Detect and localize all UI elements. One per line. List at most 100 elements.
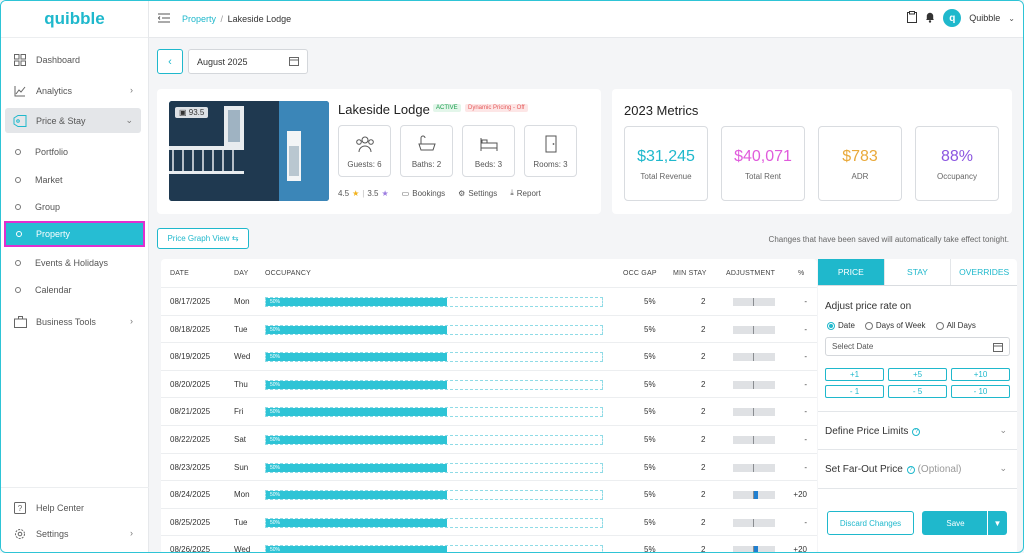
sidebar-item-label: Help Center bbox=[36, 502, 85, 513]
table-row[interactable]: 08/23/2025 Sun 50% 5% 2 - bbox=[161, 452, 817, 481]
radio-date[interactable]: Date bbox=[827, 321, 855, 330]
slider-marker[interactable] bbox=[754, 546, 758, 552]
info-icon[interactable]: ? bbox=[906, 466, 915, 474]
decrement-5-button[interactable]: - 5 bbox=[888, 385, 947, 398]
table-row[interactable]: 08/22/2025 Sat 50% 5% 2 - bbox=[161, 425, 817, 453]
col-header-day[interactable]: DAY bbox=[234, 270, 249, 277]
adjustment-slider[interactable] bbox=[733, 491, 775, 500]
sidebar-item-analytics[interactable]: Analytics › bbox=[5, 78, 141, 103]
metric-label: Total Revenue bbox=[640, 172, 692, 181]
adjustment-slider[interactable] bbox=[733, 408, 775, 417]
tab-overrides[interactable]: OVERRIDES bbox=[950, 259, 1017, 285]
sidebar-sub-market[interactable]: Market bbox=[5, 169, 141, 191]
col-header-date[interactable]: DATE bbox=[170, 270, 189, 277]
adjustment-slider[interactable] bbox=[733, 518, 775, 527]
increment-1-button[interactable]: +1 bbox=[825, 368, 884, 381]
select-date-input[interactable]: Select Date bbox=[825, 337, 1010, 356]
cell-percent: - bbox=[804, 407, 807, 417]
user-name[interactable]: Quibble bbox=[969, 13, 1001, 23]
table-row[interactable]: 08/24/2025 Mon 50% 5% 2 +20 bbox=[161, 480, 817, 508]
adjustment-slider[interactable] bbox=[733, 463, 775, 472]
sidebar-sub-property[interactable]: Property bbox=[4, 221, 145, 247]
sidebar-sub-portfolio[interactable]: Portfolio bbox=[5, 141, 141, 163]
breadcrumb-property-link[interactable]: Property bbox=[182, 14, 217, 24]
save-label: Save bbox=[946, 518, 965, 528]
table-row[interactable]: 08/21/2025 Fri 50% 5% 2 - bbox=[161, 397, 817, 425]
adjustment-slider[interactable] bbox=[733, 436, 775, 444]
radio-days-of-week[interactable]: Days of Week bbox=[864, 321, 926, 330]
help-icon: ? bbox=[13, 501, 27, 515]
cell-min-stay: 2 bbox=[701, 407, 706, 417]
increment-10-button[interactable]: +10 bbox=[951, 368, 1010, 381]
sidebar-item-settings[interactable]: Settings › bbox=[5, 521, 141, 546]
decrement-1-button[interactable]: - 1 bbox=[825, 385, 884, 398]
back-button[interactable]: ‹ bbox=[157, 49, 183, 74]
tab-price[interactable]: PRICE bbox=[818, 259, 884, 285]
breadcrumb: Property / Lakeside Lodge bbox=[182, 14, 291, 24]
price-graph-view-button[interactable]: Price Graph View ⇆ bbox=[157, 228, 249, 249]
slider-center-line bbox=[753, 518, 754, 527]
sidebar-item-price-stay[interactable]: Price & Stay ⌄ bbox=[5, 108, 141, 133]
increment-5-button[interactable]: +5 bbox=[888, 368, 947, 381]
settings-link[interactable]: ⚙ Settings bbox=[458, 189, 497, 198]
decrement-10-button[interactable]: - 10 bbox=[951, 385, 1010, 398]
adjustment-slider[interactable] bbox=[733, 353, 775, 362]
caret-down-icon[interactable]: ▼ bbox=[987, 511, 1007, 535]
table-row[interactable]: 08/25/2025 Tue 50% 5% 2 - bbox=[161, 507, 817, 536]
occupancy-bar-label: 50% bbox=[270, 547, 281, 553]
table-row[interactable]: 08/26/2025 Wed 50% 5% 2 +20 bbox=[161, 535, 817, 553]
sidebar-sub-group[interactable]: Group bbox=[5, 196, 141, 218]
occupancy-bar: 50% bbox=[265, 297, 603, 307]
info-icon[interactable]: ? bbox=[912, 428, 921, 436]
table-row[interactable]: 08/18/2025 Tue 50% 5% 2 - bbox=[161, 314, 817, 343]
sidebar-item-business-tools[interactable]: Business Tools › bbox=[5, 309, 141, 334]
bookings-link[interactable]: ▭ Bookings bbox=[402, 189, 445, 198]
month-picker[interactable]: August 2025 bbox=[188, 49, 308, 74]
metric-total-rent: $40,071 Total Rent bbox=[721, 126, 805, 201]
occupancy-bar-label: 50% bbox=[270, 381, 281, 388]
avatar[interactable]: q bbox=[943, 9, 962, 27]
table-row[interactable]: 08/19/2025 Wed 50% 5% 2 - bbox=[161, 342, 817, 370]
chevron-down-icon[interactable]: ⌄ bbox=[1008, 13, 1015, 23]
tab-stay[interactable]: STAY bbox=[883, 259, 951, 285]
metric-total-revenue: $31,245 Total Revenue bbox=[624, 126, 708, 201]
adjustment-slider[interactable] bbox=[733, 298, 775, 306]
slider-marker[interactable] bbox=[754, 491, 758, 500]
table-row[interactable]: 08/17/2025 Mon 50% 5% 2 - bbox=[161, 287, 817, 315]
cell-day: Tue bbox=[234, 324, 248, 334]
col-header-min-stay[interactable]: MIN STAY bbox=[673, 270, 707, 277]
bell-icon[interactable] bbox=[925, 11, 935, 25]
chevron-down-icon: ⌄ bbox=[999, 463, 1007, 473]
circle-icon bbox=[15, 260, 21, 266]
define-price-limits-section[interactable]: Define Price Limits? ⌄ bbox=[818, 411, 1017, 449]
clipboard-icon[interactable] bbox=[907, 11, 918, 25]
discard-changes-button[interactable]: Discard Changes bbox=[827, 511, 914, 535]
radio-label: Date bbox=[838, 321, 855, 330]
property-card: ▣ 93.5 Lakeside Lodge ACTIVE Dynamic Pri… bbox=[157, 89, 601, 214]
col-header-occupancy[interactable]: OCCUPANCY bbox=[265, 270, 312, 277]
sidebar-item-dashboard[interactable]: Dashboard bbox=[5, 47, 141, 72]
menu-collapse-icon[interactable] bbox=[157, 13, 170, 25]
cell-percent: - bbox=[804, 352, 807, 362]
adjustment-slider[interactable] bbox=[733, 546, 775, 552]
col-header-occ-gap[interactable]: OCC GAP bbox=[623, 270, 657, 277]
radio-all-days[interactable]: All Days bbox=[935, 321, 976, 330]
adjustment-slider[interactable] bbox=[733, 325, 775, 334]
col-header-adjustment[interactable]: ADJUSTMENT bbox=[726, 270, 776, 277]
cell-date: 08/21/2025 bbox=[170, 407, 211, 417]
sidebar-item-help[interactable]: ? Help Center bbox=[5, 495, 141, 520]
sidebar-sub-calendar[interactable]: Calendar bbox=[5, 279, 141, 301]
occupancy-bar: 50% bbox=[265, 352, 603, 363]
sidebar-sub-events[interactable]: Events & Holidays bbox=[5, 252, 141, 274]
table-row[interactable]: 08/20/2025 Thu 50% 5% 2 - bbox=[161, 369, 817, 398]
cell-day: Mon bbox=[234, 490, 250, 500]
col-header-percent[interactable]: % bbox=[798, 270, 805, 277]
adjustment-slider[interactable] bbox=[733, 380, 775, 389]
logo[interactable]: quibble bbox=[1, 1, 148, 38]
occupancy-bar-label: 50% bbox=[270, 326, 281, 333]
far-out-price-section[interactable]: Set Far-Out Price? (Optional) ⌄ bbox=[818, 449, 1017, 487]
report-link[interactable]: ⤓ Report bbox=[510, 188, 541, 198]
sub-label: Property bbox=[36, 229, 71, 239]
sidebar-item-label: Price & Stay bbox=[36, 115, 86, 126]
save-button[interactable]: Save ▼ bbox=[922, 511, 1007, 535]
